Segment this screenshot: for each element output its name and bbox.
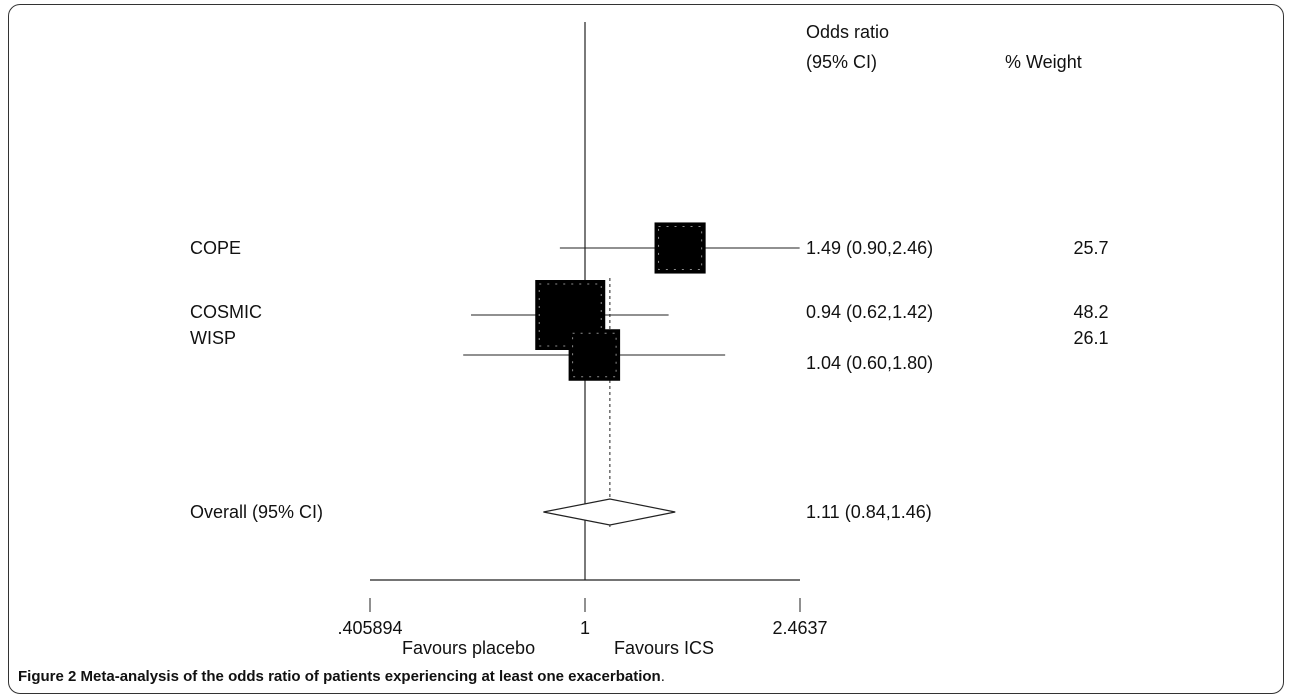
study-label: WISP (190, 328, 236, 348)
figure-frame (8, 4, 1284, 694)
x-tick-label: .405894 (337, 618, 402, 638)
header-or-line2: (95% CI) (806, 52, 877, 72)
study-label: COPE (190, 238, 241, 258)
study-or-text: 1.49 (0.90,2.46) (806, 238, 933, 258)
chart-marks: .405894 1 2.4637 COPE 1.49 (0.90,2.46) 25.7 CO… (190, 22, 1109, 638)
study-label: COSMIC (190, 302, 262, 322)
box-texture (538, 283, 602, 347)
favours-left-label: Favours placebo (402, 638, 535, 658)
overall-label: Overall (95% CI) (190, 502, 323, 522)
weight-box (568, 329, 621, 381)
caption-label: Figure 2 (18, 668, 77, 685)
weight-box (654, 222, 706, 274)
study-or-text: 0.94 (0.62,1.42) (806, 302, 933, 322)
box-texture (658, 225, 703, 271)
header-or-line1: Odds ratio (806, 22, 889, 42)
box-texture (572, 332, 617, 378)
study-or-text: 1.04 (0.60,1.80) (806, 353, 933, 373)
overall-diamond (543, 498, 676, 526)
x-tick-label: 1 (580, 618, 590, 638)
overall-or-text: 1.11 (0.84,1.46) (806, 502, 932, 522)
header-weight: % Weight (1005, 52, 1082, 72)
caption-text: Meta-analysis of the odds ratio of patie… (80, 668, 661, 685)
figure-caption: Figure 2 Meta-analysis of the odds ratio… (18, 668, 665, 685)
study-weight-text: 26.1 (1073, 328, 1108, 348)
study-weight-text: 48.2 (1073, 302, 1108, 322)
study-weight-text: 25.7 (1073, 238, 1108, 258)
caption-end: . (660, 668, 665, 685)
x-tick-label: 2.4637 (772, 618, 827, 638)
favours-right-label: Favours ICS (614, 638, 714, 658)
